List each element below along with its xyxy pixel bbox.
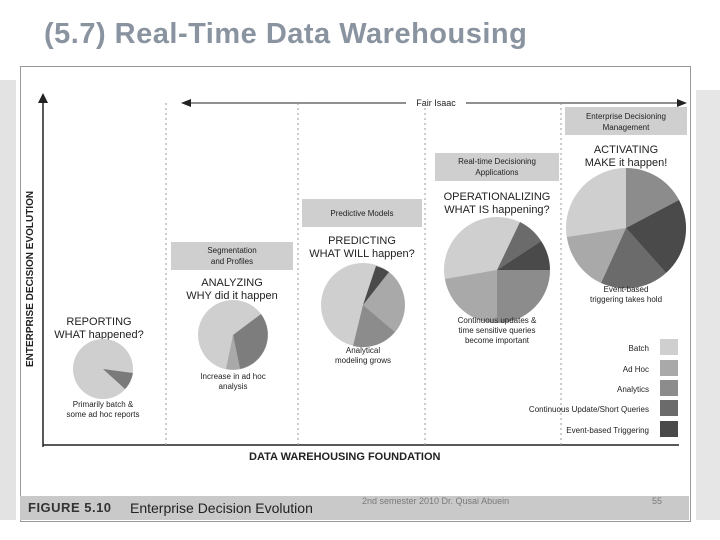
stage5-heading-1: ACTIVATING — [594, 144, 658, 156]
stage4-heading-2: WHAT IS happening? — [444, 204, 549, 216]
stage4-caption-1: Continuous updates & — [458, 316, 537, 325]
stage3-box-1: Predictive Models — [330, 209, 393, 218]
stage1-caption-2: some ad hoc reports — [67, 410, 140, 419]
stage3-heading-2: WHAT WILL happen? — [309, 248, 415, 260]
legend-swatch-event — [660, 421, 678, 437]
stage3-box — [302, 199, 422, 227]
legend-label-continuous: Continuous Update/Short Queries — [529, 405, 649, 414]
fair-isaac-arrow-right — [677, 99, 687, 107]
stage4-caption-3: become important — [465, 336, 530, 345]
right-decoration-strip — [696, 90, 720, 520]
stage2-box-2: and Profiles — [211, 257, 253, 266]
figure-svg: ENTERPRISE DECISION EVOLUTION DATA WAREH… — [25, 93, 687, 463]
stage2-caption-2: analysis — [219, 382, 248, 391]
fair-isaac-label-bg — [406, 95, 466, 109]
stage2-pie — [198, 300, 268, 370]
stage4-box-1: Real-time Decisioning — [458, 157, 536, 166]
legend: Batch Ad Hoc Analytics Continuous Update… — [529, 339, 678, 437]
x-axis-label: DATA WAREHOUSING FOUNDATION — [249, 451, 441, 463]
stage1-heading-1: REPORTING — [66, 316, 131, 328]
stage2-heading-2: WHY did it happen — [186, 290, 278, 302]
stage3-heading-1: PREDICTING — [328, 235, 396, 247]
footer-author: 2nd semester 2010 Dr. Qusai Abuein — [362, 496, 510, 506]
footer-page-number: 55 — [652, 496, 663, 506]
stage4-box-2: Applications — [475, 168, 518, 177]
stage4-caption-2: time sensitive queries — [459, 326, 536, 335]
stage5-box-2: Management — [603, 123, 650, 132]
stage5-heading-2: MAKE it happen! — [585, 157, 668, 169]
stage1-pie — [73, 339, 133, 399]
stage4-box — [435, 153, 559, 181]
stage5-caption-1: Event-based — [604, 285, 649, 294]
enterprise-decision-figure: ENTERPRISE DECISION EVOLUTION DATA WAREH… — [20, 66, 691, 522]
stage4-pie — [444, 217, 550, 323]
stage2-caption-1: Increase in ad hoc — [200, 372, 265, 381]
stage2-box — [171, 242, 293, 270]
legend-label-event: Event-based Triggering — [566, 426, 649, 435]
y-axis-label: ENTERPRISE DECISION EVOLUTION — [25, 191, 36, 367]
figure-caption: Enterprise Decision Evolution — [130, 500, 313, 516]
legend-swatch-batch — [660, 339, 678, 355]
stage3-caption-2: modeling grows — [335, 356, 391, 365]
fair-isaac-arrow-left — [181, 99, 191, 107]
stage2-box-1: Segmentation — [207, 246, 256, 255]
stage5-caption-2: triggering takes hold — [590, 295, 662, 304]
slide-title: (5.7) Real-Time Data Warehousing — [44, 18, 528, 50]
legend-swatch-continuous — [660, 400, 678, 416]
stage3-caption-1: Analytical — [346, 346, 380, 355]
figure-number: FIGURE 5.10 — [28, 500, 112, 515]
stage1-caption-1: Primarily batch & — [73, 400, 134, 409]
stage2-heading-1: ANALYZING — [201, 277, 263, 289]
legend-label-batch: Batch — [629, 344, 649, 353]
figure-caption-bar: FIGURE 5.10 Enterprise Decision Evolutio… — [20, 496, 689, 520]
legend-label-analytics: Analytics — [617, 385, 649, 394]
y-axis-arrowhead — [38, 93, 48, 103]
legend-swatch-ad-hoc — [660, 360, 678, 376]
legend-label-ad-hoc: Ad Hoc — [623, 365, 649, 374]
stage1-heading-2: WHAT happened? — [54, 329, 143, 341]
legend-swatch-analytics — [660, 380, 678, 396]
stage4-heading-1: OPERATIONALIZING — [444, 191, 551, 203]
stage5-pie — [566, 168, 687, 289]
stage3-pie — [321, 263, 405, 348]
left-decoration-strip — [0, 80, 16, 520]
stage5-box-1: Enterprise Decisioning — [586, 112, 666, 121]
stage5-box — [565, 107, 687, 135]
fair-isaac-label: Fair Isaac — [416, 98, 456, 108]
